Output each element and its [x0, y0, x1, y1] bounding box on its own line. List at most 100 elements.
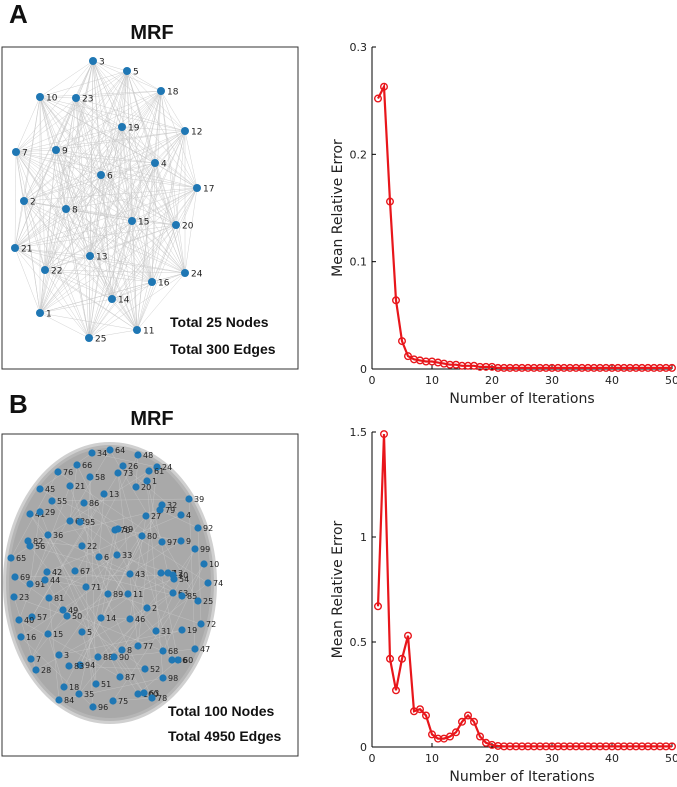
node-label: 25 [203, 597, 213, 606]
network-node [177, 511, 185, 519]
data-point [392, 686, 401, 695]
data-point [404, 352, 413, 361]
node-label: 55 [57, 497, 67, 506]
network-node [26, 542, 34, 550]
network-node [26, 580, 34, 588]
network-node [108, 295, 116, 303]
network-node [88, 449, 96, 457]
network-node [159, 647, 167, 655]
node-label: 5 [87, 628, 92, 637]
data-point [464, 711, 473, 720]
x-tick-label: 40 [605, 752, 619, 765]
node-label: 94 [85, 661, 95, 670]
node-label: 43 [135, 570, 145, 579]
node-label: 15 [138, 218, 149, 228]
network-node [140, 689, 148, 697]
node-label: 18 [69, 683, 79, 692]
node-label: 17 [203, 185, 214, 195]
y-axis-title-b: Mean Relative Error [330, 520, 346, 658]
network-node [86, 473, 94, 481]
network-graph-a: 1234567891011121314151617181920212223242… [11, 57, 214, 345]
node-label: 11 [133, 590, 143, 599]
error-chart-a: 0 10 20 30 40 50 0 0.1 0.2 0.3 Number of Iteration… [330, 41, 677, 407]
node-label: 19 [187, 626, 197, 635]
node-label: 23 [82, 95, 93, 105]
node-label: 32 [167, 501, 177, 510]
node-label: 4 [186, 511, 191, 520]
node-label: 71 [91, 583, 101, 592]
network-node [63, 612, 71, 620]
network-node [45, 594, 53, 602]
network-node [178, 592, 186, 600]
node-label: 60 [183, 656, 193, 665]
node-label: 12 [173, 569, 183, 578]
network-node [36, 309, 44, 317]
node-label: 28 [41, 666, 51, 675]
network-node [113, 551, 121, 559]
node-label: 5 [133, 68, 139, 78]
network-node [20, 197, 28, 205]
data-point [458, 717, 467, 726]
network-node [62, 205, 70, 213]
network-node [7, 554, 15, 562]
node-label: 67 [80, 567, 90, 576]
node-label: 39 [194, 495, 204, 504]
network-node [78, 542, 86, 550]
node-label: 18 [167, 88, 179, 98]
network-node [11, 573, 19, 581]
network-node [36, 485, 44, 493]
y-tick-label: 1 [360, 531, 367, 544]
node-label: 2 [30, 198, 36, 208]
node-label: 21 [75, 482, 85, 491]
network-node [151, 159, 159, 167]
y-tick-label: 0.5 [350, 636, 368, 649]
node-label: 96 [98, 703, 108, 712]
node-label: 22 [51, 267, 62, 277]
node-label: 58 [95, 473, 105, 482]
node-label: 27 [151, 512, 161, 521]
node-label: 90 [119, 653, 129, 662]
network-node [41, 266, 49, 274]
x-tick-label: 50 [665, 374, 677, 387]
node-label: 80 [147, 532, 157, 541]
network-node [85, 334, 93, 342]
y-axis-title-a: Mean Relative Error [330, 139, 346, 277]
node-label: 73 [123, 469, 133, 478]
node-label: 68 [168, 647, 178, 656]
network-node [143, 604, 151, 612]
node-label: 88 [103, 653, 113, 662]
x-tick-label: 20 [485, 752, 499, 765]
network-node [27, 655, 35, 663]
network-node [153, 463, 161, 471]
node-label: 10 [46, 94, 58, 104]
network-node [94, 653, 102, 661]
network-node [89, 703, 97, 711]
node-label: 33 [122, 551, 132, 560]
network-node [138, 532, 146, 540]
y-tick-label: 0.3 [350, 41, 368, 54]
network-node [110, 653, 118, 661]
x-tick-label: 0 [369, 752, 376, 765]
node-label: 47 [200, 645, 210, 654]
node-label: 86 [89, 499, 99, 508]
network-node [71, 567, 79, 575]
network-node [172, 221, 180, 229]
network-node [178, 626, 186, 634]
node-label: 36 [53, 531, 63, 540]
node-label: 65 [16, 554, 26, 563]
node-label: 42 [52, 568, 62, 577]
node-label: 3 [64, 651, 69, 660]
network-node [134, 451, 142, 459]
network-node [78, 628, 86, 636]
network-node [141, 665, 149, 673]
node-label: 26 [128, 462, 138, 471]
node-label: 24 [191, 270, 203, 280]
data-point [422, 711, 431, 720]
node-label: 100 [143, 690, 158, 699]
network-node [32, 666, 40, 674]
network-node [170, 575, 178, 583]
data-point [452, 728, 461, 737]
node-label: 30 [178, 571, 188, 580]
network-node [72, 94, 80, 102]
panel-letter-a: A [9, 0, 28, 29]
